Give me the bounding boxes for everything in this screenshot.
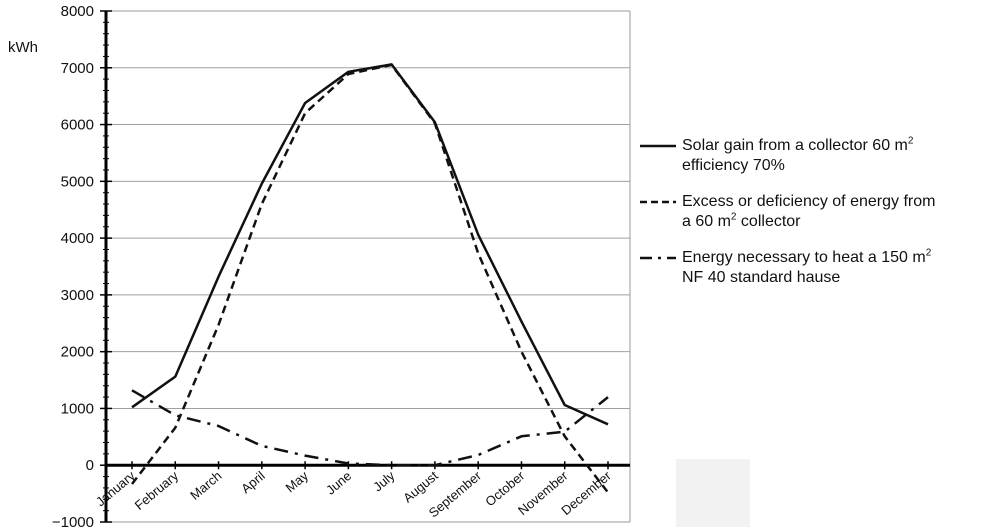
y-tick-label: 7000 <box>61 60 94 77</box>
y-tick-label: 0 <box>86 457 94 474</box>
plot-frame <box>106 10 631 523</box>
legend-item-solar-gain: Solar gain from a collector 60 m2 effici… <box>640 136 986 176</box>
y-tick-label: 1000 <box>61 400 94 417</box>
y-tick-label: 8000 <box>61 3 94 20</box>
series-line-dashed <box>131 63 609 494</box>
x-tick-label: February <box>132 468 182 513</box>
legend-text-line2: efficiency 70% <box>682 157 785 174</box>
y-tick-label: −1000 <box>52 514 94 530</box>
y-axis-unit-label: kWh <box>8 39 38 56</box>
x-tick-label: January <box>93 468 138 510</box>
x-tick-label: April <box>238 468 268 496</box>
y-tick-labels: −1000 0 1000 2000 3000 4000 5000 6000 7000 8000 <box>52 3 94 530</box>
legend-dash-dot-line-icon <box>640 256 676 260</box>
legend-text-line2: a 60 m2 collector <box>682 211 801 230</box>
x-tick-label: June <box>323 468 354 498</box>
legend-solid-line-icon <box>640 144 676 148</box>
y-tick-label: 2000 <box>61 344 94 361</box>
legend-text-line1: Energy necessary to heat a 150 m2 <box>682 247 932 266</box>
legend-text-line1: Excess or deficiency of energy from <box>682 193 936 210</box>
legend: Solar gain from a collector 60 m2 effici… <box>640 136 986 304</box>
legend-text-line2: NF 40 standard hause <box>682 269 841 286</box>
legend-item-heating-energy: Energy necessary to heat a 150 m2 NF 40 … <box>640 248 986 288</box>
axes <box>100 10 630 523</box>
series-line-solid <box>131 63 609 426</box>
legend-text-line1: Solar gain from a collector 60 m2 <box>682 135 914 154</box>
x-tick-label: March <box>187 468 224 503</box>
x-tick-label: May <box>283 468 312 496</box>
y-tick-label: 6000 <box>61 117 94 134</box>
series-lines <box>131 63 609 494</box>
x-tick-label: July <box>370 468 398 495</box>
legend-dashed-line-icon <box>640 200 676 204</box>
grid <box>106 10 630 409</box>
y-tick-label: 5000 <box>61 173 94 190</box>
y-tick-label: 4000 <box>61 230 94 247</box>
y-tick-label: 3000 <box>61 287 94 304</box>
legend-item-excess-deficiency: Excess or deficiency of energy from a 60… <box>640 192 986 232</box>
background-patch <box>676 459 750 527</box>
series-line-dash-dot <box>131 389 609 467</box>
